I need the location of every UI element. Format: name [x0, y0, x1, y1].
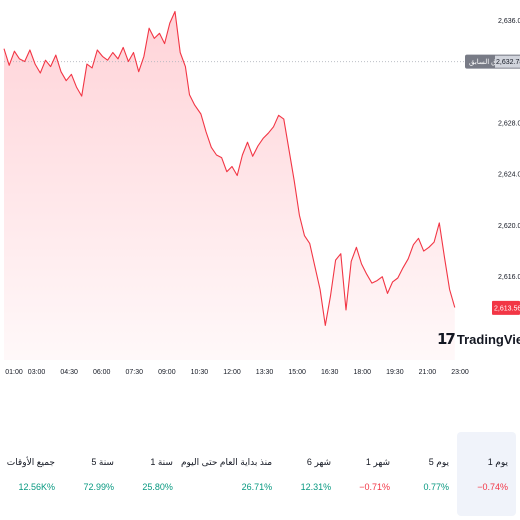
y-tick-label: 2,624.000: [498, 172, 520, 179]
y-tick-label: 2,620.000: [498, 223, 520, 230]
x-tick-label: 16:30: [321, 369, 339, 376]
x-tick-label: 13:30: [256, 369, 274, 376]
period-label: 6 شهر: [307, 457, 331, 468]
x-tick-label: 12:00: [223, 369, 241, 376]
period-label: جميع الأوقات: [7, 457, 55, 468]
x-tick-label: 09:00: [158, 369, 176, 376]
period-tab[interactable]: منذ بداية العام حتى اليوم 26.71%: [181, 432, 280, 516]
x-tick-label: 07:30: [126, 369, 144, 376]
tradingview-logo-text: TradingView: [457, 332, 520, 347]
period-change: −0.71%: [359, 482, 390, 492]
price-area-fill: [4, 12, 455, 361]
prev-close-value: 2,632.785: [496, 59, 520, 66]
x-tick-label: 06:00: [93, 369, 111, 376]
x-tick-label: 03:00: [28, 369, 46, 376]
period-tab[interactable]: 6 شهر 12.31%: [280, 432, 339, 516]
period-label: 5 سنة: [91, 457, 114, 468]
period-tab[interactable]: 5 يوم 0.77%: [398, 432, 457, 516]
period-label: 1 شهر: [366, 457, 390, 468]
period-change: 72.99%: [83, 482, 114, 492]
period-tab[interactable]: 5 سنة 72.99%: [63, 432, 122, 516]
period-tab[interactable]: 1 يوم −0.74%: [457, 432, 516, 516]
period-change: −0.74%: [477, 482, 508, 492]
x-tick-label: 04:30: [60, 369, 78, 376]
period-label: 5 يوم: [429, 457, 449, 468]
price-chart[interactable]: 2,636.000 2,628.000 2,624.000 2,620.000 2,61…: [0, 0, 520, 380]
y-tick-label: 2,628.000: [498, 120, 520, 127]
y-tick-label: 2,616.000: [498, 274, 520, 281]
period-change: 26.71%: [242, 482, 273, 492]
period-tab[interactable]: جميع الأوقات 12.56K%: [4, 432, 63, 516]
last-price-value: 2,613.565: [494, 305, 520, 312]
period-tab[interactable]: 1 سنة 25.80%: [122, 432, 181, 516]
period-change: 12.31%: [301, 482, 332, 492]
period-change: 0.77%: [424, 482, 450, 492]
period-change: 12.56K%: [18, 482, 55, 492]
period-selector: 1 يوم −0.74% 5 يوم 0.77% 1 شهر −0.71% 6 شهر 12.…: [4, 432, 516, 516]
period-label: 1 سنة: [150, 457, 173, 468]
x-tick-label: 23:00: [451, 369, 469, 376]
period-label: 1 يوم: [488, 457, 508, 468]
x-tick-label: 01:00: [5, 369, 23, 376]
tradingview-logo: 17 TradingView: [437, 330, 520, 348]
period-change: 25.80%: [142, 482, 173, 492]
period-tab[interactable]: 1 شهر −0.71%: [339, 432, 398, 516]
tradingview-logo-mark: 17: [437, 330, 454, 348]
x-tick-label: 18:00: [354, 369, 372, 376]
y-tick-label: 2,636.000: [498, 18, 520, 25]
x-tick-label: 10:30: [191, 369, 209, 376]
x-tick-label: 21:00: [419, 369, 437, 376]
chart-svg[interactable]: 2,636.000 2,628.000 2,624.000 2,620.000 2,61…: [0, 0, 520, 380]
x-tick-label: 15:00: [288, 369, 306, 376]
x-tick-label: 19:30: [386, 369, 404, 376]
period-label: منذ بداية العام حتى اليوم: [181, 457, 272, 468]
